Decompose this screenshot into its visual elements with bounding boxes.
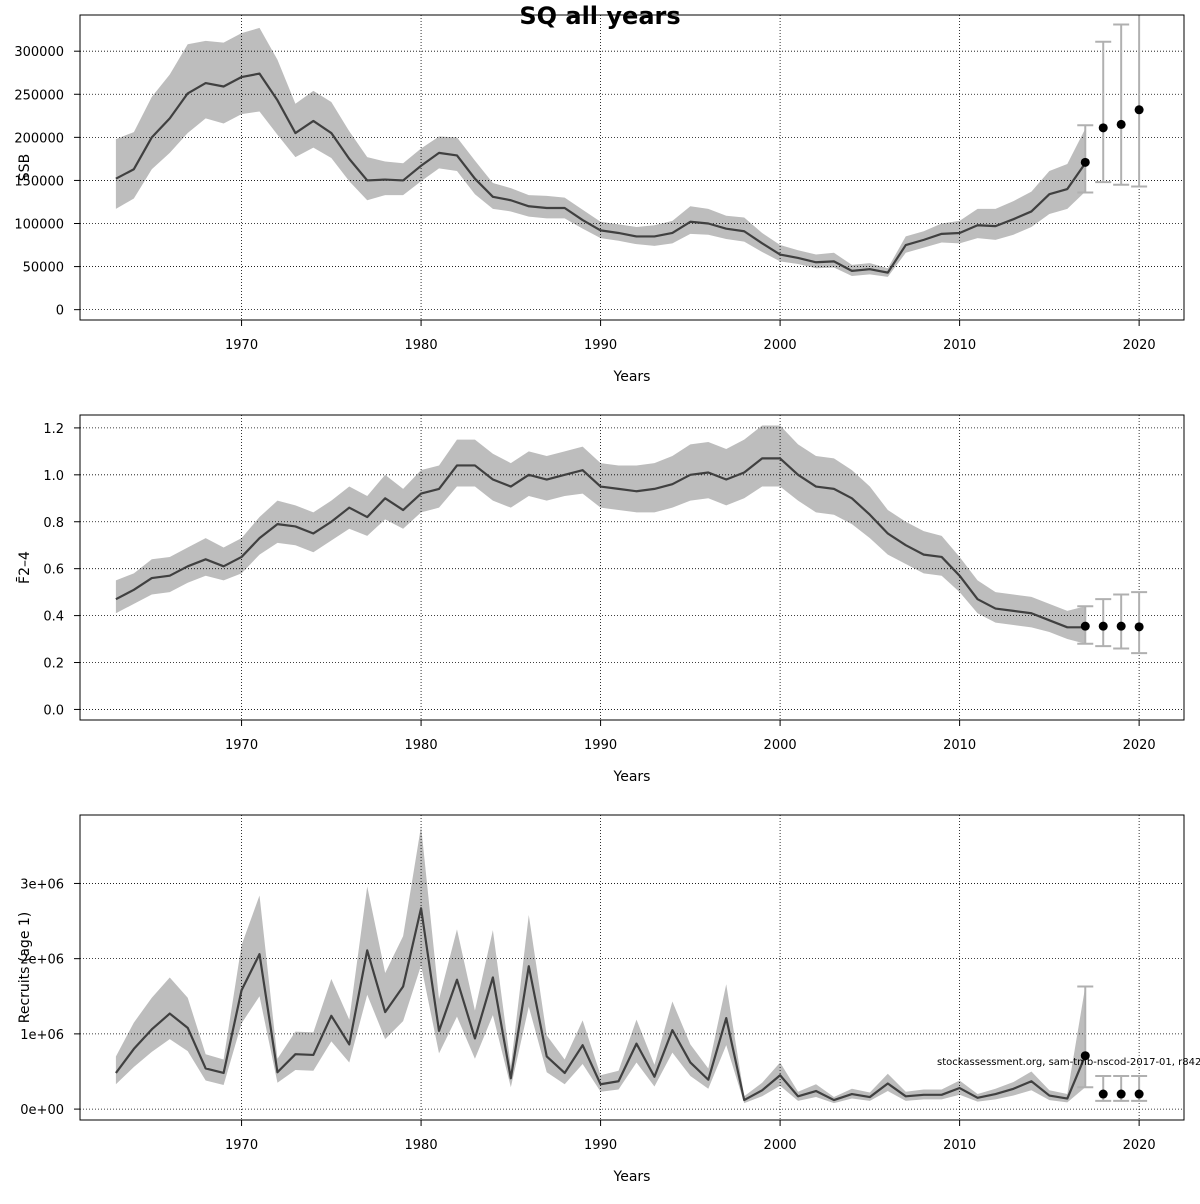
chart-1-y-tick-label: 100000 [14, 218, 64, 233]
chart-3-y-tick-label: 0e+00 [20, 1103, 64, 1118]
chart-1-estimate-line [115, 72, 1087, 274]
chart-3-y-axis-label: Recruits (age 1) [17, 912, 33, 1024]
chart-2-x-tick-label: 1990 [584, 738, 617, 753]
chart-1-x-tick-label: 2010 [943, 338, 976, 353]
chart-2-forecast-point [1134, 622, 1144, 632]
chart-3-x-tick-label: 2010 [943, 1138, 976, 1153]
chart-2-confidence-band [115, 425, 1086, 644]
chart-1-confidence-band [115, 27, 1086, 277]
chart-3-x-tick-label: 1990 [584, 1138, 617, 1153]
chart-1-x-tick-label: 2020 [1123, 338, 1156, 353]
chart-2-y-tick-label: 0.2 [43, 657, 64, 672]
chart-3-plot-area [80, 815, 1184, 1120]
chart-1-panel: 1970 1980 1990 2000 2010 2020 0 50000 100000 1500… [14, 14, 1185, 385]
chart-1-x-tick-label: 1970 [225, 338, 258, 353]
chart-2-y-axis-label: F̄2–4 [15, 551, 33, 584]
credit-note: stockassessment.org, sam-tmb-nscod-2017-… [937, 1057, 1200, 1068]
chart-1-y-tick-label: 50000 [23, 261, 64, 276]
chart-2-x-tick-label: 1970 [225, 738, 258, 753]
chart-1-forecast-point [1116, 119, 1126, 129]
chart-3-y-tick-label: 1e+06 [20, 1028, 64, 1043]
chart-2-y-tick-label: 0.8 [43, 516, 64, 531]
chart-1-y-tick-label: 150000 [14, 174, 64, 189]
chart-1-x-tick-label: 1990 [584, 338, 617, 353]
chart-2-y-tick-label: 1.0 [43, 469, 64, 484]
chart-3-x-tick-label: 1980 [405, 1138, 438, 1153]
chart-3-confidence-band [115, 826, 1086, 1104]
chart-2-frame [79, 414, 1185, 721]
chart-2-estimate-line [115, 457, 1086, 629]
chart-3-estimate-line [115, 907, 1087, 1102]
chart-2-forecast-point [1080, 621, 1090, 631]
chart-3-x-tick-label: 2000 [764, 1138, 797, 1153]
chart-1-y-tick-label: 0 [56, 304, 64, 319]
chart-1-frame [79, 14, 1185, 321]
chart-2-x-tick-label: 2000 [764, 738, 797, 753]
chart-2-x-tick-label: 2020 [1123, 738, 1156, 753]
chart-1-y-tick-label: 200000 [14, 131, 64, 146]
chart-3-forecast-point [1134, 1089, 1144, 1099]
chart-2-y-tick-label: 0.6 [43, 563, 64, 578]
chart-1-y-tick-label: 300000 [14, 45, 64, 60]
chart-2-x-tick-label: 1980 [405, 738, 438, 753]
chart-2-y-tick-label: 1.2 [43, 422, 64, 437]
chart-1-y-tick-label: 250000 [14, 88, 64, 103]
page-title: SQ all years [519, 2, 680, 30]
chart-2-x-axis-label: Years [613, 769, 651, 785]
chart-3-frame [79, 814, 1185, 1121]
chart-2-plot-area [80, 415, 1184, 720]
chart-2-panel: 1970 1980 1990 2000 2010 2020 0.0 0.2 0.4 0.6 0.8 1… [15, 414, 1185, 785]
chart-1-plot-area [80, 15, 1184, 320]
chart-1-x-axis-label: Years [613, 369, 651, 385]
chart-2-y-tick-label: 0.0 [43, 703, 64, 718]
chart-1-forecast-point [1080, 157, 1090, 167]
chart-3-forecast-point [1080, 1051, 1090, 1061]
chart-3-x-tick-label: 2020 [1123, 1138, 1156, 1153]
chart-3-panel: 1970 1980 1990 2000 2010 2020 0e+00 1e+06 2e+06 3… [17, 814, 1185, 1185]
chart-3-y-tick-label: 2e+06 [20, 953, 64, 968]
chart-2-y-tick-label: 0.4 [43, 610, 64, 625]
chart-2-x-tick-label: 2010 [943, 738, 976, 753]
chart-3-forecast-point [1116, 1089, 1126, 1099]
chart-3-x-tick-label: 1970 [225, 1138, 258, 1153]
chart-1-forecast-point [1098, 123, 1108, 133]
chart-1-x-tick-label: 2000 [764, 338, 797, 353]
chart-2-forecast-point [1116, 621, 1126, 631]
chart-2-forecast-point [1098, 621, 1108, 631]
chart-3-forecast-point [1098, 1089, 1108, 1099]
chart-3-x-axis-label: Years [613, 1169, 651, 1185]
chart-1-y-axis-label: SSB [17, 154, 33, 181]
chart-3-y-tick-label: 3e+06 [20, 877, 64, 892]
chart-1-x-tick-label: 1980 [405, 338, 438, 353]
chart-1-forecast-point [1134, 105, 1144, 115]
